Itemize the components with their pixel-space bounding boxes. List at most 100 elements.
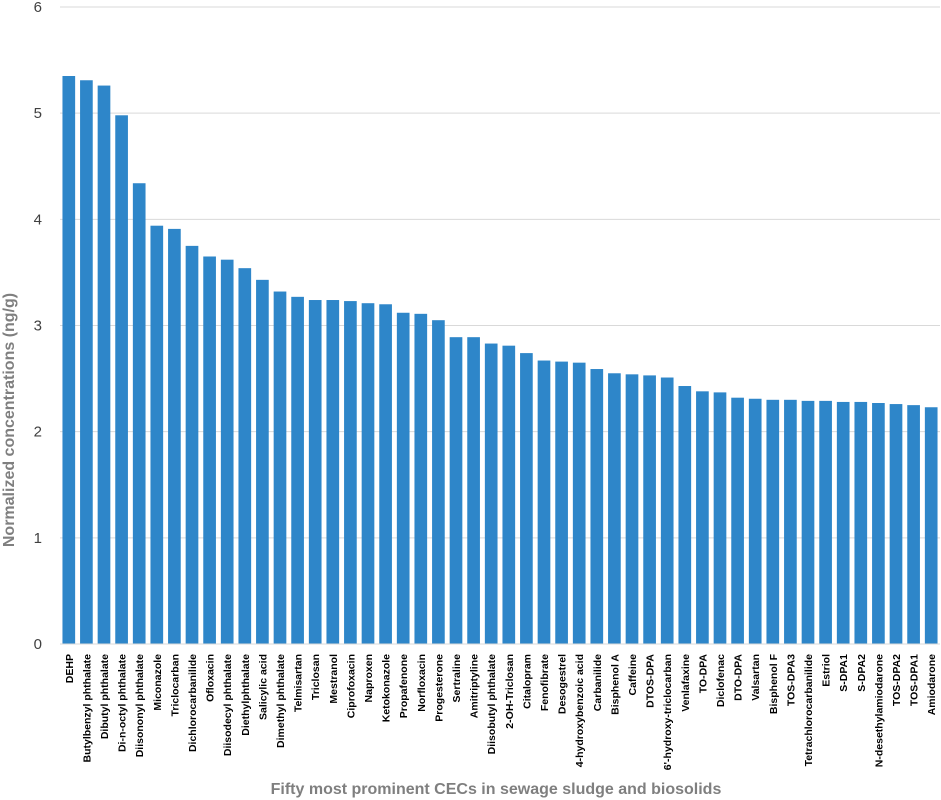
bar [238,268,252,644]
y-tick-label: 2 [34,424,42,441]
bar [731,397,744,644]
y-tick-label: 3 [34,318,42,335]
bar [854,401,868,644]
bar [907,405,920,644]
bar [572,362,586,644]
bar [643,375,656,644]
x-tick-label: Carbanilide [592,654,604,711]
bar [784,399,797,644]
bar [308,300,322,644]
x-tick-label: Bisphenol A [609,654,621,715]
bar [203,256,216,644]
x-tick-label: Di-n-octyl phthalate [117,654,129,752]
bar [291,296,304,644]
x-tick-label: Norfloxacin [416,654,428,712]
y-tick-labels: 0 1 2 3 4 5 6 [34,0,42,653]
x-tick-label: DTO-DPA [733,654,745,701]
bar [414,313,428,644]
x-tick-labels: DEHP Butylbenzyl phthalate Dibutyl phthala… [64,653,938,770]
bars [62,76,938,645]
x-tick-label: 4-hydroxybenzoic acid [574,654,586,767]
x-tick-label: Naproxen [363,654,375,702]
x-tick-label: Diclofenac [715,654,727,707]
y-tick-label: 6 [34,0,42,16]
x-tick-label: Ofloxacin [205,654,217,702]
bar [608,373,621,644]
x-tick-label: Dimethyl phthalate [275,654,287,748]
bar [836,401,850,644]
bar [379,304,392,644]
bar [819,400,832,644]
bar [273,291,287,644]
x-tick-label: Miconazole [152,654,164,711]
x-tick-label: Amitriptyline [469,654,481,718]
x-tick-label: Diisononyl phthalate [134,654,146,757]
x-tick-label: Estriol [821,654,833,687]
x-tick-label: Citalopram [521,654,533,709]
y-tick-label: 0 [34,636,42,653]
bar [713,392,727,644]
x-tick-label: Dibutyl phthalate [99,654,111,739]
bar [484,343,498,644]
bar [396,312,410,644]
bar [924,407,938,644]
bar [678,386,692,644]
x-tick-label: Caffeine [627,654,639,696]
x-tick-label: Triclocarban [169,654,181,716]
bar [168,228,181,644]
y-tick-label: 1 [34,530,42,547]
x-tick-label: S-DPA2 [856,654,868,692]
bar [625,374,639,644]
bar [185,245,199,644]
bar [555,361,568,644]
bar [150,225,164,644]
x-tick-label: Fenofibrate [539,654,551,711]
x-tick-label: TOS-DPA3 [785,654,797,706]
x-tick-label: 6'-hydroxy-triclocarban [662,654,674,770]
bar [696,391,709,644]
x-tick-label: Ketokonazole [381,654,393,722]
bar [660,377,674,644]
x-tick-label: TO-DPA [697,654,709,694]
bar [432,320,445,644]
bar [97,85,111,644]
x-tick-label: Butylbenzyl phthalate [81,654,93,763]
x-tick-label: Salicylic acid [257,654,269,720]
x-tick-label: Valsartan [750,654,762,701]
x-tick-label: Diethylphthalate [240,654,252,736]
x-tick-label: Sertraline [451,654,463,703]
bar [132,183,146,644]
x-tick-label: Mestranol [328,654,340,704]
bar [62,76,76,645]
y-tick-label: 4 [34,211,42,228]
bar [748,398,762,644]
y-axis-title: Normalized concentrations (ng/g) [1,293,18,547]
x-tick-label: Triclosan [310,654,322,700]
bar [449,337,463,644]
x-tick-label: TOS-DPA2 [891,654,903,706]
bar [520,353,533,644]
x-tick-label: DEHP [64,654,76,683]
y-tick-label: 5 [34,105,42,122]
bar [326,300,340,644]
x-tick-label: Desogestrel [557,654,569,714]
bar [256,279,269,644]
bar [344,301,357,644]
x-tick-label: Telmisartan [293,654,305,712]
x-tick-label: Amiodarone [926,654,938,715]
bar [220,259,234,644]
x-tick-label: Diisodecyl phthalate [222,654,234,756]
x-tick-label: 2-OH-Triclosan [504,654,516,729]
bar [502,345,516,644]
bar [361,303,375,644]
bar [766,399,780,644]
x-tick-label: Propafenone [398,654,410,718]
x-tick-label: Venlafaxine [680,654,692,712]
x-tick-label: S-DPA1 [838,654,850,692]
bar [537,360,551,644]
bar [467,337,480,644]
x-tick-label: Dichlorocarbanilide [187,654,199,752]
x-tick-label: TOS-DPA1 [909,654,921,706]
x-tick-label: Diisobutyl phthalate [486,654,498,755]
